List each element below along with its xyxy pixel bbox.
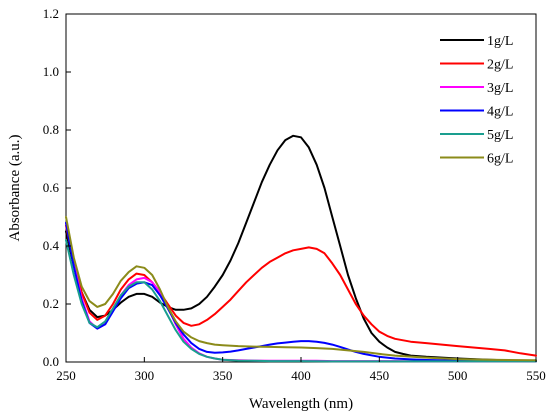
x-tick-label: 550 bbox=[526, 368, 546, 383]
legend-label: 5g/L bbox=[487, 128, 513, 143]
legend-label: 1g/L bbox=[487, 34, 513, 49]
x-axis-ticks: 250 300 350 400 450 500 550 bbox=[56, 357, 546, 383]
series-line-5g-l bbox=[65, 239, 537, 363]
x-tick-label: 300 bbox=[135, 368, 155, 383]
x-tick-label: 250 bbox=[56, 368, 76, 383]
series-group bbox=[65, 134, 537, 363]
y-axis-ticks: 0.0 0.2 0.4 0.6 0.8 1.0 1.2 bbox=[43, 6, 71, 369]
x-tick-label: 500 bbox=[448, 368, 468, 383]
legend-label: 4g/L bbox=[487, 105, 513, 120]
x-tick-label: 400 bbox=[291, 368, 311, 383]
y-tick-label: 1.0 bbox=[43, 64, 59, 79]
series-line-6g-l bbox=[65, 216, 537, 362]
plot-frame bbox=[65, 13, 537, 363]
legend-label: 6g/L bbox=[487, 152, 513, 167]
x-tick-label: 350 bbox=[213, 368, 233, 383]
y-tick-label: 0.2 bbox=[43, 296, 59, 311]
x-tick-label: 450 bbox=[370, 368, 390, 383]
legend-label: 3g/L bbox=[487, 81, 513, 96]
legend: 1g/L 2g/L 3g/L 4g/L 5g/L 6g/L bbox=[440, 34, 513, 167]
y-tick-label: 0.8 bbox=[43, 122, 59, 137]
y-tick-label: 0.6 bbox=[43, 180, 60, 195]
series-line-1g-l bbox=[65, 134, 537, 362]
y-tick-label: 1.2 bbox=[43, 6, 59, 21]
legend-label: 2g/L bbox=[487, 58, 513, 73]
y-tick-label: 0.0 bbox=[43, 354, 59, 369]
y-axis-title: Absorbance (a.u.) bbox=[7, 134, 23, 241]
series-line-2g-l bbox=[65, 224, 537, 357]
series-line-4g-l bbox=[65, 221, 537, 363]
x-axis-title: Wavelength (nm) bbox=[249, 396, 353, 412]
y-tick-label: 0.4 bbox=[43, 238, 60, 253]
